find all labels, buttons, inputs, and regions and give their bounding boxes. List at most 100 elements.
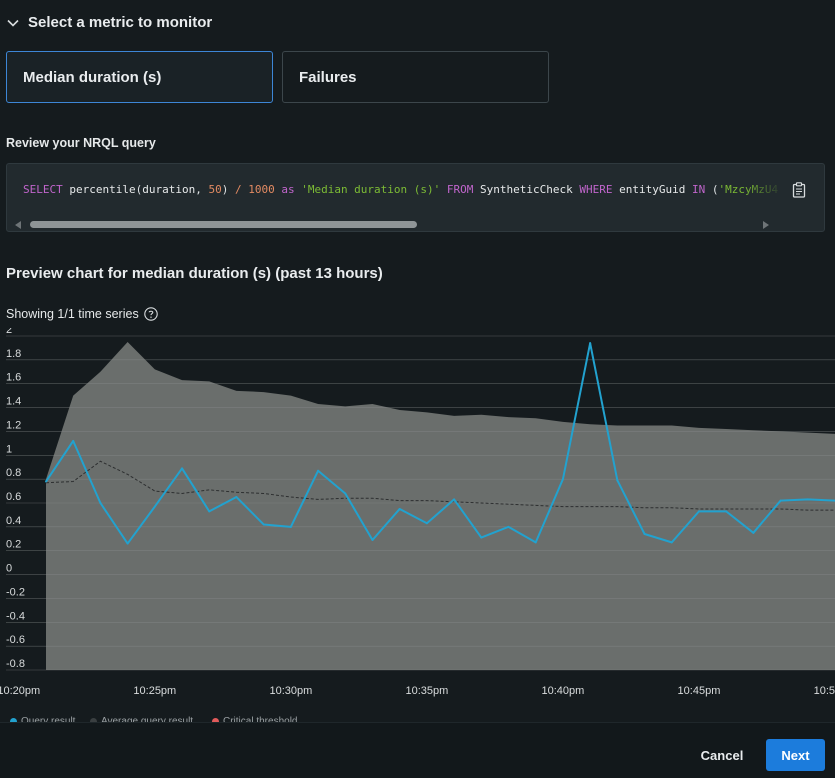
nrql-token: 'Median duration (s)' xyxy=(301,183,447,196)
query-result-point xyxy=(806,498,809,501)
legend-item[interactable]: Critical threshold xyxy=(212,716,297,722)
metric-option-label: Failures xyxy=(299,68,357,86)
legend-label: Critical threshold xyxy=(223,716,298,722)
y-tick-label: 0 xyxy=(6,563,12,575)
query-result-point xyxy=(45,480,47,483)
series-count: Showing 1/1 time series xyxy=(6,307,158,321)
y-tick-label: 0.2 xyxy=(6,539,21,551)
y-tick-label: 1.2 xyxy=(6,419,21,431)
y-tick-label: 0.6 xyxy=(6,491,21,503)
legend-swatch-icon xyxy=(90,718,97,722)
nrql-token: WHERE xyxy=(579,183,620,196)
nrql-token: 50 xyxy=(208,183,222,196)
query-result-point xyxy=(235,496,238,499)
x-tick-label: 10:20pm xyxy=(0,685,40,697)
nrql-query-box[interactable]: SELECT percentile(duration, 50) / 1000 a… xyxy=(6,163,825,232)
query-result-point xyxy=(561,478,564,481)
nrql-token: FROM xyxy=(446,183,481,196)
section-title: Select a metric to monitor xyxy=(28,14,213,31)
legend-label: Query result xyxy=(21,716,76,722)
x-tick-label: 10:40pm xyxy=(542,685,585,697)
query-result-point xyxy=(779,499,782,502)
y-tick-label: -0.6 xyxy=(6,634,25,646)
copy-clipboard-icon[interactable] xyxy=(792,182,806,198)
query-result-point xyxy=(398,507,401,510)
nrql-token: percentile xyxy=(69,183,136,196)
help-icon[interactable] xyxy=(143,307,158,321)
query-result-point xyxy=(752,531,755,534)
legend-item[interactable]: Average query result xyxy=(90,716,193,722)
cancel-button[interactable]: Cancel xyxy=(690,739,754,771)
scrollbar-thumb[interactable] xyxy=(30,221,417,228)
query-result-point xyxy=(425,522,428,525)
y-tick-label: 0.8 xyxy=(6,467,21,479)
y-tick-label: -0.2 xyxy=(6,586,25,598)
query-result-point xyxy=(589,342,592,345)
footer-bar: Cancel Next xyxy=(0,722,835,778)
query-result-point xyxy=(507,525,510,528)
nrql-token: SELECT xyxy=(23,183,70,196)
x-tick-label: 10:30pm xyxy=(269,685,312,697)
metric-option-median-duration[interactable]: Median duration (s) xyxy=(6,51,273,103)
query-result-point xyxy=(72,439,75,442)
nrql-token: / xyxy=(234,183,249,196)
chart-legend: Query result Average query result Critical… xyxy=(0,712,835,722)
x-tick-label: 10:25pm xyxy=(133,685,176,697)
legend-item[interactable]: Query result xyxy=(10,716,75,722)
average-line xyxy=(45,460,835,511)
nrql-token: entityGuid xyxy=(619,183,692,196)
preview-chart-title: Preview chart for median duration (s) (p… xyxy=(6,265,383,282)
nrql-token: ( xyxy=(711,183,719,196)
legend-swatch-icon xyxy=(10,718,17,722)
nrql-token: ) xyxy=(221,183,235,196)
metric-option-label: Median duration (s) xyxy=(23,68,162,86)
code-fade xyxy=(744,174,784,208)
horizontal-scrollbar[interactable] xyxy=(11,218,769,229)
y-tick-label: -0.4 xyxy=(6,610,25,622)
nrql-label: Review your NRQL query xyxy=(6,136,156,150)
metric-option-failures[interactable]: Failures xyxy=(282,51,549,103)
y-tick-label: 0.4 xyxy=(6,515,21,527)
query-result-point xyxy=(99,502,102,504)
query-result-line xyxy=(45,342,835,545)
nrql-token: duration xyxy=(142,183,196,196)
query-result-point xyxy=(453,498,456,501)
scroll-left-arrow-icon[interactable] xyxy=(15,221,21,229)
query-result-point xyxy=(616,479,619,482)
query-result-point xyxy=(262,523,265,526)
x-tick-label: 10:50pm xyxy=(814,685,835,697)
y-tick-label: 1.8 xyxy=(6,348,21,360)
x-tick-label: 10:35pm xyxy=(405,685,448,697)
nrql-query-text[interactable]: SELECT percentile(duration, 50) / 1000 a… xyxy=(23,183,778,196)
nrql-token: , xyxy=(195,183,209,196)
threshold-area xyxy=(46,341,835,670)
nrql-token: ( xyxy=(135,183,143,196)
preview-chart: 2 1.8 1.6 1.4 1.2 1 0.8 0.6 0.4 0.2 0 -0.2 -0.4 -0.6 -… xyxy=(0,328,835,697)
query-result-point xyxy=(181,467,184,470)
query-result-point xyxy=(670,541,673,544)
y-tick-label: 1.6 xyxy=(6,372,21,384)
y-tick-label: 2 xyxy=(6,328,12,336)
next-button[interactable]: Next xyxy=(766,739,825,771)
scroll-right-arrow-icon[interactable] xyxy=(763,221,769,229)
y-tick-label: -0.8 xyxy=(6,658,25,670)
query-result-point xyxy=(317,469,320,472)
chevron-down-icon[interactable] xyxy=(6,16,20,30)
query-result-point xyxy=(725,510,728,513)
nrql-token: as xyxy=(281,183,302,196)
query-result-point xyxy=(153,505,156,508)
y-tick-label: 1 xyxy=(6,443,12,455)
legend-swatch-icon xyxy=(212,718,219,722)
query-result-point xyxy=(126,542,129,545)
query-result-point xyxy=(344,492,347,495)
nrql-token: IN xyxy=(691,183,712,196)
query-result-point xyxy=(534,541,537,544)
query-result-point xyxy=(371,538,374,541)
query-result-point xyxy=(289,525,292,528)
query-result-point xyxy=(480,536,483,539)
legend-label: Average query result xyxy=(101,716,194,722)
query-result-point xyxy=(208,510,211,513)
metric-section-header[interactable]: Select a metric to monitor xyxy=(6,14,212,31)
x-tick-label: 10:45pm xyxy=(678,685,721,697)
nrql-token: SyntheticCheck xyxy=(480,183,580,196)
